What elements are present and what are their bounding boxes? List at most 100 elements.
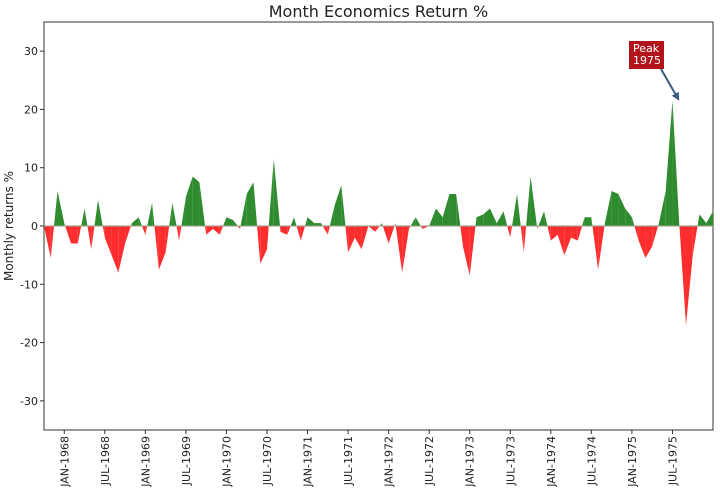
positive-return-area xyxy=(223,217,226,226)
negative-return-area xyxy=(383,226,389,243)
positive-return-area xyxy=(544,211,547,226)
positive-return-area xyxy=(193,176,200,226)
negative-return-area xyxy=(287,226,290,235)
series-layer xyxy=(44,101,713,325)
positive-return-area xyxy=(526,176,530,226)
y-axis-label: Monthly returns % xyxy=(2,171,16,281)
x-tick-label: JUL-1974 xyxy=(585,436,598,486)
y-tick-label: 0 xyxy=(31,220,38,233)
positive-return-area xyxy=(81,209,84,226)
positive-return-area xyxy=(672,101,679,226)
negative-return-area xyxy=(362,226,369,249)
positive-return-area xyxy=(517,194,521,226)
negative-return-area xyxy=(65,226,71,243)
negative-return-area xyxy=(154,226,158,270)
positive-return-area xyxy=(294,217,297,226)
negative-return-area xyxy=(571,226,578,241)
negative-return-area xyxy=(686,226,693,325)
negative-return-area xyxy=(78,226,81,243)
negative-return-area xyxy=(323,226,328,235)
x-tick-label: JAN-1972 xyxy=(383,436,396,487)
positive-return-area xyxy=(233,220,238,226)
negative-return-area xyxy=(592,226,598,270)
negative-return-area xyxy=(260,226,267,264)
negative-return-area xyxy=(402,226,409,273)
positive-return-area xyxy=(666,101,673,226)
negative-return-area xyxy=(598,226,604,270)
positive-return-area xyxy=(483,209,490,226)
positive-return-area xyxy=(625,209,632,226)
negative-return-area xyxy=(166,226,170,252)
positive-return-area xyxy=(698,214,700,226)
negative-return-area xyxy=(328,226,330,235)
negative-return-area xyxy=(652,226,658,246)
positive-return-area xyxy=(456,194,460,226)
positive-return-area xyxy=(632,217,635,226)
positive-return-area xyxy=(291,217,294,226)
negative-return-area xyxy=(51,226,54,258)
positive-return-area xyxy=(605,191,612,226)
positive-return-area xyxy=(199,182,205,226)
positive-return-area xyxy=(253,182,257,226)
negative-return-area xyxy=(345,226,348,252)
negative-return-area xyxy=(470,226,476,276)
positive-return-area xyxy=(411,217,416,226)
negative-return-area xyxy=(564,226,571,255)
negative-return-area xyxy=(142,226,145,235)
x-tick-label: JAN-1970 xyxy=(220,436,233,487)
y-tick-label: 30 xyxy=(24,45,38,58)
negative-return-area xyxy=(281,226,288,235)
positive-return-area xyxy=(582,217,585,226)
negative-return-area xyxy=(524,226,526,252)
negative-return-area xyxy=(558,226,565,255)
x-tick-label: JUL-1970 xyxy=(261,436,274,486)
negative-return-area xyxy=(521,226,524,252)
negative-return-area xyxy=(507,226,510,238)
negative-return-area xyxy=(510,226,512,238)
positive-return-area xyxy=(416,217,421,226)
positive-return-area xyxy=(241,194,247,226)
positive-return-area xyxy=(147,203,152,226)
positive-return-area xyxy=(476,214,483,226)
positive-return-area xyxy=(186,176,193,226)
positive-return-area xyxy=(504,211,508,226)
x-tick-label: JUL-1972 xyxy=(423,436,436,486)
positive-return-area xyxy=(341,185,345,226)
negative-return-area xyxy=(44,226,51,258)
positive-return-area xyxy=(618,194,625,226)
negative-return-area xyxy=(145,226,147,235)
positive-return-area xyxy=(512,194,517,226)
positive-return-area xyxy=(85,209,88,226)
positive-return-area xyxy=(449,194,456,226)
negative-return-area xyxy=(118,226,125,273)
positive-return-area xyxy=(699,214,706,226)
negative-return-area xyxy=(177,226,180,241)
chart-title: Month Economics Return % xyxy=(269,2,489,21)
negative-return-area xyxy=(125,226,131,243)
x-tick-label: JAN-1968 xyxy=(58,436,71,487)
x-tick-label: JAN-1969 xyxy=(139,436,152,487)
positive-return-area xyxy=(335,185,342,226)
negative-return-area xyxy=(368,226,375,232)
positive-return-area xyxy=(443,194,450,226)
positive-return-area xyxy=(429,209,436,226)
positive-return-area xyxy=(497,211,504,226)
negative-return-area xyxy=(71,226,78,243)
negative-return-area xyxy=(348,226,355,252)
negative-return-area xyxy=(179,226,181,241)
y-tick-label: -20 xyxy=(20,337,38,350)
x-tick-label: JUL-1971 xyxy=(342,436,355,486)
positive-return-area xyxy=(139,217,142,226)
x-tick-label: JUL-1968 xyxy=(99,436,112,486)
x-tick-label: JUL-1973 xyxy=(504,436,517,486)
negative-return-area xyxy=(105,226,112,255)
negative-return-area xyxy=(220,226,223,235)
negative-return-area xyxy=(551,226,558,241)
negative-return-area xyxy=(257,226,260,264)
positive-return-area xyxy=(58,191,65,226)
x-tick-label: JUL-1969 xyxy=(180,436,193,486)
